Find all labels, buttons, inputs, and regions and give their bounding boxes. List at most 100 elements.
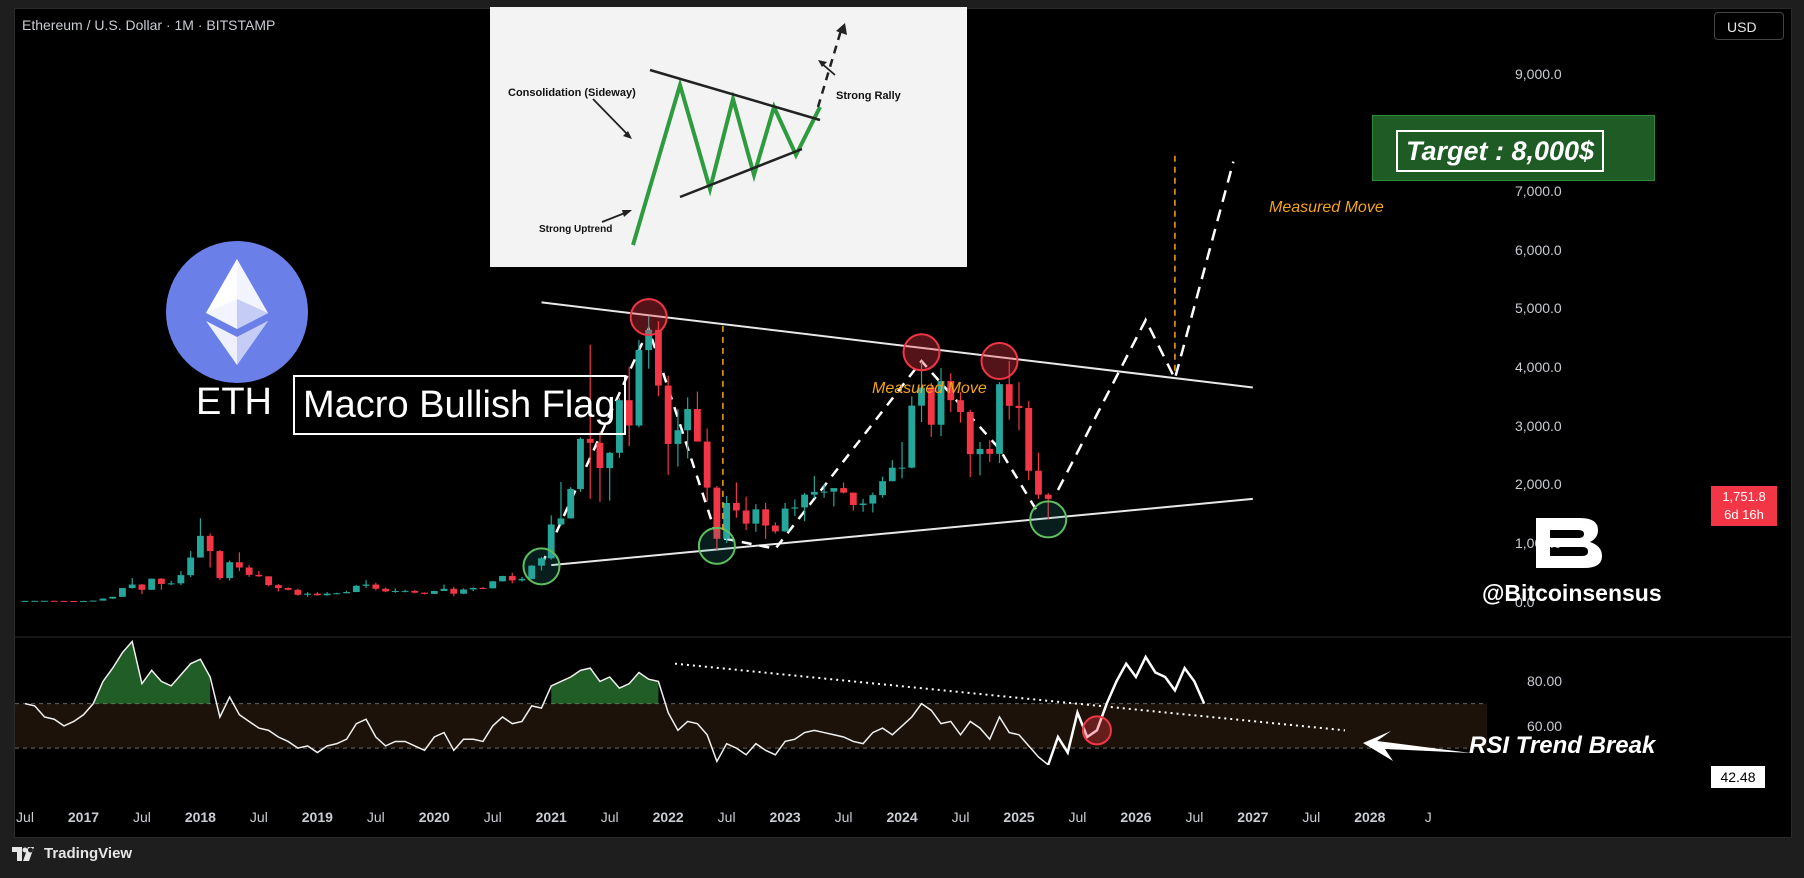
candle-body: [138, 584, 146, 590]
time-axis-tick: Jul: [1185, 809, 1204, 825]
candle-body: [859, 503, 867, 506]
candle-body: [216, 551, 224, 579]
candle-body: [1044, 494, 1052, 499]
bitcoinsensus-logo-shape: [1536, 518, 1602, 568]
tradingview-logo-dot: [22, 847, 28, 852]
candle-body: [362, 584, 370, 586]
candle-body: [196, 535, 204, 558]
target-box: Target : 8,000$: [1372, 115, 1655, 181]
candle-body: [1015, 405, 1023, 408]
rsi-axis-tick: 60.00: [1527, 717, 1563, 734]
candle-body: [333, 593, 341, 595]
candle-body: [888, 467, 896, 482]
candle-body: [304, 593, 312, 595]
bitcoinsensus-logo-icon: [1536, 518, 1602, 568]
eth-diamond-left: [206, 259, 237, 313]
candle-body: [606, 452, 614, 469]
price-axis-tick: 0.0: [1515, 593, 1535, 610]
candle-body: [372, 584, 380, 589]
candle-body: [908, 405, 916, 468]
support-touch-marker: [697, 526, 736, 565]
time-axis-tick: Jul: [483, 809, 502, 825]
ethereum-diamond-icon: [206, 259, 268, 365]
time-axis-tick: Jul: [1068, 809, 1087, 825]
candle-body: [80, 600, 87, 602]
candle-body: [664, 385, 672, 444]
time-axis-tick: 2017: [67, 809, 100, 825]
candle-body: [50, 600, 58, 602]
candle-body: [596, 442, 604, 469]
flag-upper-trendline[interactable]: [541, 301, 1253, 389]
rsi-trend-break-label: RSI Trend Break: [1469, 732, 1656, 759]
candle-body: [976, 448, 984, 455]
time-axis-tick: 2025: [1003, 809, 1035, 825]
rsi-axis-tick: 80.00: [1527, 673, 1563, 690]
candle-body: [21, 600, 29, 602]
last-price-value: 1,751.8: [1722, 489, 1766, 504]
candle-body: [411, 590, 419, 593]
candle-body: [31, 600, 39, 602]
flag-price-path: [631, 77, 822, 246]
target-label: Target : 8,000$: [1396, 130, 1605, 172]
rally-arrow-head: [836, 23, 847, 35]
time-axis-tick: 2026: [1120, 809, 1152, 825]
candle-body: [265, 576, 273, 586]
flag-upper-line: [649, 68, 821, 122]
candle-body: [713, 487, 721, 539]
ethereum-logo-icon: [166, 241, 308, 383]
candle-body: [723, 503, 731, 539]
candle-body: [255, 574, 263, 577]
candle-body: [996, 384, 1003, 454]
candle-body: [187, 557, 195, 576]
candle-body: [762, 509, 770, 526]
tradingview-brand: TradingView: [44, 845, 133, 862]
candle-body: [226, 562, 234, 579]
time-axis-tick: 2019: [301, 809, 333, 825]
candle-body: [60, 600, 68, 602]
symbol-title[interactable]: Ethereum / U.S. Dollar · 1M · BITSTAMP: [22, 17, 276, 33]
projection-path[interactable]: [1056, 161, 1235, 491]
candle-body: [148, 578, 156, 590]
candle-body: [294, 589, 302, 595]
candle-body: [625, 400, 633, 426]
time-axis-tick: Jul: [951, 809, 970, 825]
flag-lower-trendline[interactable]: [551, 497, 1253, 567]
candle-body: [177, 575, 185, 584]
rsi-break-arrow: [1363, 731, 1471, 761]
chart-canvas[interactable]: [15, 9, 1791, 837]
bitcoinsensus-handle: @Bitcoinsensus: [1482, 580, 1662, 606]
rsi-overbought-fill: [551, 668, 659, 704]
candle-body: [245, 567, 253, 575]
bull-flag-diagram: Consolidation (Sideway) Strong Rally Str…: [490, 7, 967, 267]
candle-body: [167, 583, 175, 585]
eth-label: ETH: [196, 381, 272, 423]
candle-body: [284, 588, 292, 590]
candle-body: [450, 588, 458, 594]
candle-body: [119, 588, 126, 597]
candle-body: [1025, 407, 1033, 471]
rsi-trendline[interactable]: [674, 662, 1346, 732]
candle-body: [430, 590, 438, 594]
rsi-projection[interactable]: [1047, 654, 1206, 766]
candle-body: [898, 467, 906, 469]
resistance-touch-marker: [629, 298, 668, 337]
currency-button[interactable]: USD: [1714, 12, 1784, 40]
time-axis-tick: Jul: [1302, 809, 1321, 825]
candle-body: [586, 438, 594, 443]
candle-body: [840, 488, 847, 493]
tradingview-footer[interactable]: TradingView: [12, 845, 132, 862]
rsi-line[interactable]: [24, 639, 1049, 766]
rsi-break-marker: [1081, 715, 1112, 746]
candle-body: [323, 593, 331, 596]
candle-body: [109, 596, 117, 599]
candle-body: [499, 576, 506, 582]
uptrend-label: Strong Uptrend: [539, 224, 613, 235]
consolidation-label: Consolidation (Sideway): [508, 87, 636, 99]
candle-body: [489, 581, 497, 589]
candle-body: [518, 578, 526, 581]
rsi-band: [15, 703, 1487, 749]
support-touch-marker: [522, 547, 561, 586]
candle-body: [401, 590, 409, 592]
candle-body: [966, 411, 974, 455]
price-axis-tick: 6,000.0: [1515, 241, 1562, 258]
